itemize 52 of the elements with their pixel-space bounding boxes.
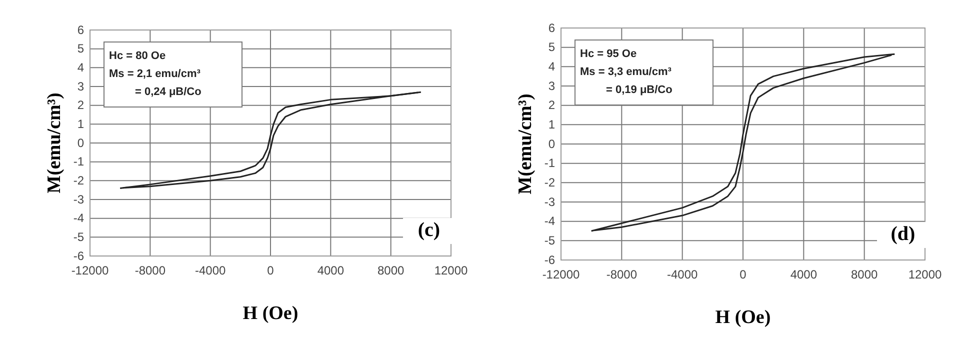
x-tick-label: 4000 xyxy=(790,268,818,282)
y-tick-label: -4 xyxy=(73,211,84,226)
x-tick-label: -4000 xyxy=(666,268,698,282)
x-tick-label: 4000 xyxy=(317,264,344,278)
x-axis-title: H (Oe) xyxy=(715,307,771,328)
y-tick-label: 3 xyxy=(77,79,84,94)
y-tick-label: 4 xyxy=(548,60,556,74)
y-tick-label: -1 xyxy=(544,156,556,170)
y-tick-label: -2 xyxy=(544,176,556,190)
y-tick-label: 3 xyxy=(548,78,556,93)
x-tick-label: 0 xyxy=(740,268,747,282)
annotation: Ms = 3,3 emu/cm³ xyxy=(580,66,672,78)
x-tick-label: -12000 xyxy=(542,268,580,282)
x-tick-label: -8000 xyxy=(606,268,638,282)
y-tick-label: 2 xyxy=(548,98,556,112)
y-axis-title: M(emu/cm³) xyxy=(515,94,536,194)
y-tick-label: -6 xyxy=(544,252,556,267)
annotation: Hc = 80 Oe xyxy=(109,50,166,62)
y-tick-label: -4 xyxy=(544,214,556,228)
y-tick-label: 5 xyxy=(548,40,556,54)
y-tick-label: 5 xyxy=(77,42,84,56)
x-axis-title: H (Oe) xyxy=(242,303,298,324)
y-tick-label: -3 xyxy=(544,194,556,209)
annotation: = 0,19 μB/Co xyxy=(606,84,673,96)
y-tick-label: -5 xyxy=(544,234,556,248)
x-tick-label: 0 xyxy=(267,264,274,278)
x-tick-label: 12000 xyxy=(908,268,942,282)
y-tick-label: 6 xyxy=(77,22,84,37)
y-tick-label: 6 xyxy=(548,20,556,35)
annotation: = 0,24 μB/Co xyxy=(135,86,202,98)
x-tick-label: -4000 xyxy=(194,264,226,278)
y-tick-label: -1 xyxy=(73,154,84,169)
y-tick-label: -6 xyxy=(73,248,84,263)
x-tick-label: 8000 xyxy=(850,268,878,282)
y-tick-label: 2 xyxy=(77,98,84,112)
x-tick-label: 12000 xyxy=(434,264,468,278)
y-tick-label: 4 xyxy=(77,60,84,75)
y-tick-label: -5 xyxy=(73,230,84,244)
annotation: Ms = 2,1 emu/cm³ xyxy=(109,68,201,80)
annotation: (c) xyxy=(418,219,440,241)
y-tick-label: 1 xyxy=(548,118,556,132)
y-axis-title: M(emu/cm³) xyxy=(44,92,65,194)
y-tick-label: 1 xyxy=(77,117,84,132)
y-tick-label: -3 xyxy=(73,192,84,206)
y-tick-label: -2 xyxy=(73,174,84,188)
y-tick-label: 0 xyxy=(548,136,556,151)
annotation: Hc = 95 Oe xyxy=(580,48,637,60)
y-tick-label: 0 xyxy=(77,136,84,150)
x-tick-label: 8000 xyxy=(377,264,405,278)
x-tick-label: -8000 xyxy=(134,264,166,278)
annotation: (d) xyxy=(890,223,916,245)
x-tick-label: -12000 xyxy=(71,264,110,278)
